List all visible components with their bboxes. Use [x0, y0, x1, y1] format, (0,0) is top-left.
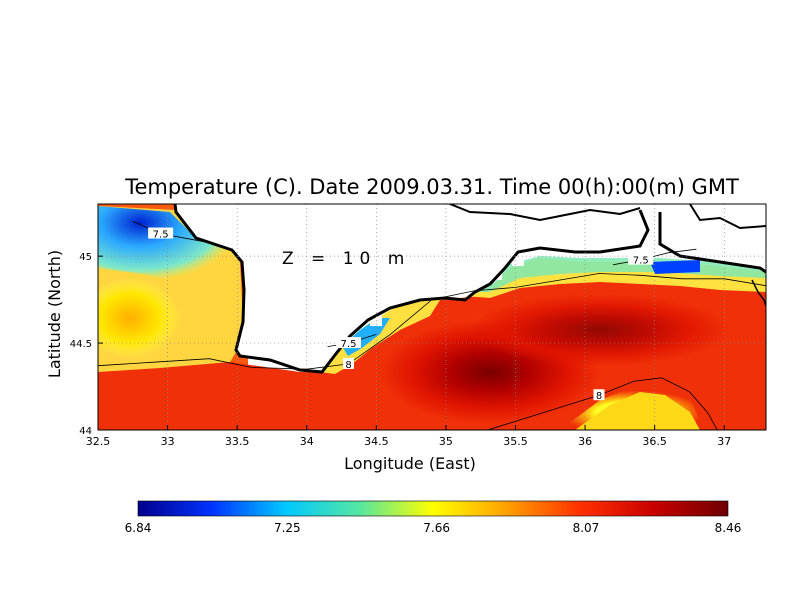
land-crimea [175, 204, 640, 372]
coastline-north [449, 204, 641, 222]
heatmap-south-crimea-strip [320, 300, 440, 374]
colorbar-tick-label-4: 8.46 [715, 521, 742, 535]
contour-label-bg-4 [593, 389, 605, 401]
x-tick-label-8: 36.5 [642, 435, 667, 448]
x-tick-label-2: 33.5 [225, 435, 250, 448]
colorbar-ticks: 6.84 7.25 7.66 8.07 8.46 [125, 521, 742, 535]
x-tick-label-3: 34 [300, 435, 314, 448]
y-axis: 44 44.5 45 [70, 252, 103, 437]
depth-annotation: Z = 10 m [282, 249, 410, 269]
contour-line-2 [612, 248, 697, 266]
coastline-crimea [173, 204, 650, 374]
coastline-north-2 [689, 204, 766, 230]
chart-title: Temperature (C). Date 2009.03.31. Time 0… [124, 175, 739, 199]
x-tick-label-5: 35 [439, 435, 453, 448]
contour-label-bg-1 [336, 337, 361, 349]
x-tick-label-6: 35.5 [503, 435, 528, 448]
y-tick-label-2: 45 [79, 252, 92, 263]
coastline-taman [658, 212, 766, 274]
contour-label-2: 7.5 [633, 256, 649, 267]
x-axis-label: Longitude (East) [344, 454, 476, 473]
contour-lines: 7.5 7.5 7.5 8 8 [98, 221, 766, 430]
heatmap-se-base [575, 392, 700, 430]
y-tick-label-0: 44 [79, 426, 92, 437]
x-tick-label-9: 37 [717, 435, 731, 448]
contour-label-bg-0 [148, 227, 174, 239]
colorbar-tick-label-1: 7.25 [274, 521, 301, 535]
x-axis: 32.5 33 33.5 34 34.5 35 35.5 36 36.5 37 [86, 425, 731, 448]
contour-label-3: 8 [345, 360, 351, 371]
contour-label-bg-3 [343, 357, 354, 369]
heatmap-nw-cold [98, 206, 240, 290]
x-tick-label-4: 34.5 [364, 435, 389, 448]
land-taman [660, 204, 766, 272]
contour-line-4 [487, 377, 718, 430]
coastline [173, 204, 766, 374]
x-tick-label-0: 32.5 [86, 435, 111, 448]
colorbar-tick-label-3: 8.07 [573, 521, 600, 535]
x-tick-label-1: 33 [161, 435, 175, 448]
colorbar-tick-label-0: 6.84 [125, 521, 152, 535]
colorbar-tick-label-2: 7.66 [423, 521, 450, 535]
colorbar [137, 500, 729, 517]
contour-label-4: 8 [596, 391, 602, 402]
heatmap-hot-band [470, 294, 730, 366]
land-cell-3 [512, 258, 524, 266]
heatmap-west-warm [98, 278, 180, 358]
contour-label-bg-2 [628, 253, 654, 265]
y-axis-label: Latitude (North) [45, 250, 64, 378]
contour-line-3 [98, 273, 766, 370]
coastline-caucasus [751, 279, 766, 307]
y-tick-label-1: 44.5 [70, 339, 92, 350]
x-tick-label-7: 36 [578, 435, 592, 448]
plot-frame [97, 203, 767, 431]
contour-label-1: 7.5 [341, 339, 357, 350]
heatmap-kerch-blue [650, 260, 700, 274]
land [175, 204, 766, 372]
contour-label-0: 7.5 [153, 230, 169, 241]
